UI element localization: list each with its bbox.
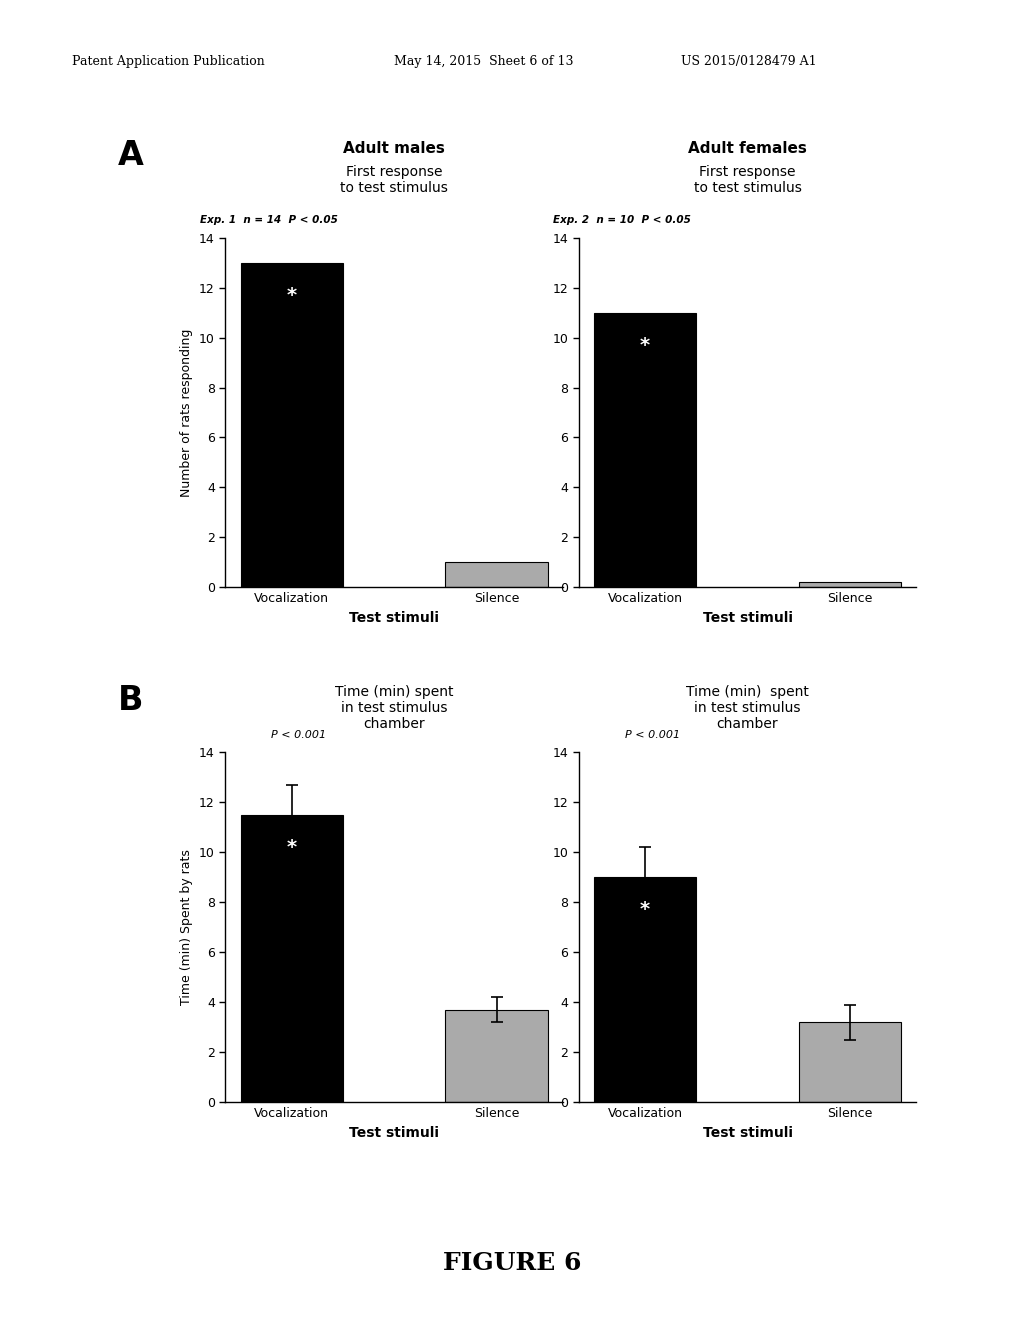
X-axis label: Test stimuli: Test stimuli [702, 1126, 793, 1139]
Y-axis label: Number of rats responding: Number of rats responding [180, 329, 194, 496]
Text: May 14, 2015  Sheet 6 of 13: May 14, 2015 Sheet 6 of 13 [394, 55, 573, 69]
Text: *: * [640, 335, 650, 355]
Y-axis label: Time (min) Spent by rats: Time (min) Spent by rats [180, 849, 194, 1006]
Text: First response
to test stimulus: First response to test stimulus [340, 165, 449, 195]
Text: *: * [287, 285, 297, 305]
Text: Adult males: Adult males [343, 141, 445, 156]
Bar [799, 1022, 901, 1102]
Bar [594, 313, 696, 587]
Text: Exp. 1  n = 14  P < 0.05: Exp. 1 n = 14 P < 0.05 [200, 215, 338, 226]
X-axis label: Test stimuli: Test stimuli [349, 611, 439, 624]
Text: FIGURE 6: FIGURE 6 [442, 1251, 582, 1275]
Text: P < 0.001: P < 0.001 [271, 730, 327, 741]
Bar [241, 263, 343, 587]
Bar [799, 582, 901, 587]
X-axis label: Test stimuli: Test stimuli [349, 1126, 439, 1139]
Bar [445, 1010, 548, 1102]
Text: A: A [118, 139, 143, 172]
Text: P < 0.001: P < 0.001 [625, 730, 680, 741]
Text: Time (min)  spent
in test stimulus
chamber: Time (min) spent in test stimulus chambe… [686, 685, 809, 731]
Text: *: * [287, 838, 297, 857]
X-axis label: Test stimuli: Test stimuli [702, 611, 793, 624]
Text: B: B [118, 684, 143, 717]
Text: Time (min) spent
in test stimulus
chamber: Time (min) spent in test stimulus chambe… [335, 685, 454, 731]
Text: US 2015/0128479 A1: US 2015/0128479 A1 [681, 55, 816, 69]
Bar [241, 814, 343, 1102]
Bar [594, 878, 696, 1102]
Text: Patent Application Publication: Patent Application Publication [72, 55, 264, 69]
Text: Adult females: Adult females [688, 141, 807, 156]
Text: First response
to test stimulus: First response to test stimulus [693, 165, 802, 195]
Text: Exp. 2  n = 10  P < 0.05: Exp. 2 n = 10 P < 0.05 [553, 215, 691, 226]
Bar [445, 562, 548, 587]
Text: *: * [640, 900, 650, 919]
